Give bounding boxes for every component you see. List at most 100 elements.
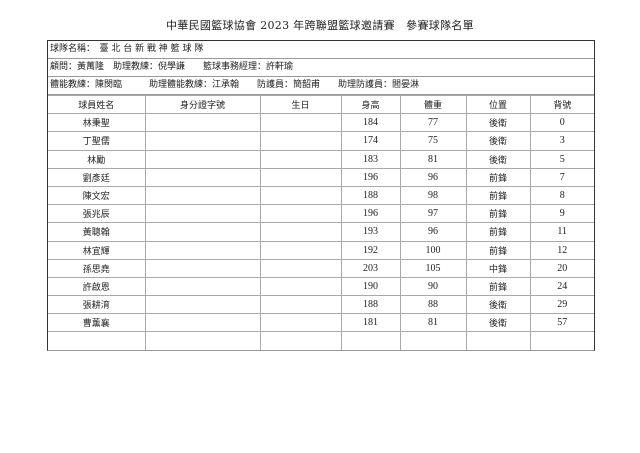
player-height: 188 — [340, 185, 401, 206]
player-birthday — [259, 295, 342, 315]
player-birthday — [259, 258, 342, 278]
player-position: 後衛 — [465, 313, 531, 333]
player-id — [144, 149, 261, 169]
player-weight: 81 — [399, 313, 467, 333]
player-name: 丁聖儒 — [48, 131, 146, 151]
player-weight: 98 — [399, 185, 467, 206]
player-name: 許啟恩 — [48, 276, 146, 297]
player-height: 174 — [340, 131, 401, 151]
player-height: 196 — [340, 167, 401, 187]
player-number: 29 — [529, 295, 594, 315]
header-position: 位置 — [465, 94, 531, 114]
player-weight: 97 — [399, 204, 467, 224]
table-row: 林秉聖 184 77 後衛 0 — [48, 113, 594, 133]
player-position: 前鋒 — [465, 222, 531, 242]
player-number: 8 — [529, 185, 594, 206]
header-weight: 體重 — [399, 94, 467, 114]
player-birthday — [259, 167, 342, 187]
player-height: 190 — [340, 276, 401, 297]
player-birthday — [259, 149, 342, 169]
header-height: 身高 — [340, 94, 401, 114]
player-birthday — [259, 113, 342, 133]
player-id — [144, 185, 261, 206]
player-name: 張耕淯 — [48, 295, 146, 315]
player-height: 184 — [340, 113, 401, 133]
player-id — [144, 313, 261, 333]
player-position: 後衛 — [465, 113, 531, 133]
roster-sheet: 球隊名稱： 臺 北 台 新 戰 神 籃 球 隊 顧問：黃萬隆 助理教練：倪學謙 … — [47, 40, 595, 351]
player-id — [144, 240, 261, 260]
player-id — [144, 222, 261, 242]
table-row: 孫思堯 203 105 中鋒 20 — [48, 258, 594, 278]
player-position: 中鋒 — [465, 258, 531, 278]
player-position: 後衛 — [465, 149, 531, 169]
player-id — [144, 276, 261, 297]
player-birthday — [259, 131, 342, 151]
player-weight: 81 — [399, 149, 467, 169]
table-row: 林勵 183 81 後衛 5 — [48, 149, 594, 169]
player-id — [144, 295, 261, 315]
table-row: 許啟恩 190 90 前鋒 24 — [48, 276, 594, 297]
player-birthday — [259, 240, 342, 260]
player-height: 188 — [340, 295, 401, 315]
table-row: 林宜輝 192 100 前鋒 12 — [48, 240, 594, 260]
player-number — [529, 331, 594, 350]
player-number: 12 — [529, 240, 594, 260]
table-row: 張耕淯 188 88 後衛 29 — [48, 295, 594, 315]
player-position: 前鋒 — [465, 167, 531, 187]
team-name: 球隊名稱： 臺 北 台 新 戰 神 籃 球 隊 — [48, 41, 594, 59]
player-number: 7 — [529, 167, 594, 187]
player-birthday — [259, 276, 342, 297]
player-height: 196 — [340, 204, 401, 224]
player-position — [465, 331, 531, 350]
player-position: 前鋒 — [465, 185, 531, 206]
player-number: 0 — [529, 113, 594, 133]
player-weight: 96 — [399, 222, 467, 242]
player-height: 183 — [340, 149, 401, 169]
player-name: 張兆辰 — [48, 204, 146, 224]
player-number: 3 — [529, 131, 594, 151]
player-number: 9 — [529, 204, 594, 224]
table-row: 黃聰翰 193 96 前鋒 11 — [48, 222, 594, 242]
table-row: 曹薰襄 181 81 後衛 57 — [48, 313, 594, 333]
player-weight: 88 — [399, 295, 467, 315]
roster-table: 球員姓名 身分證字號 生日 身高 體重 位置 背號 林秉聖 184 77 後衛 0 丁聖儒 174 75 後… — [48, 94, 594, 350]
player-id — [144, 204, 261, 224]
player-position: 後衛 — [465, 295, 531, 315]
player-number: 57 — [529, 313, 594, 333]
header-id: 身分證字號 — [144, 94, 261, 114]
player-number: 11 — [529, 222, 594, 242]
player-name: 陳文宏 — [48, 185, 146, 206]
player-id — [144, 331, 261, 350]
table-row — [48, 331, 594, 350]
player-position: 前鋒 — [465, 240, 531, 260]
player-name: 曹薰襄 — [48, 313, 146, 333]
header-name: 球員姓名 — [48, 94, 146, 114]
document-title: 中華民國籃球協會 2023 年跨聯盟籃球邀請賽 參賽球隊名單 — [166, 19, 474, 32]
player-name: 林勵 — [48, 149, 146, 169]
player-weight: 90 — [399, 276, 467, 297]
player-height — [340, 331, 401, 350]
player-name: 劉彥廷 — [48, 167, 146, 187]
player-id — [144, 167, 261, 187]
table-row: 丁聖儒 174 75 後衛 3 — [48, 131, 594, 151]
table-row: 劉彥廷 196 96 前鋒 7 — [48, 167, 594, 187]
player-position: 後衛 — [465, 131, 531, 151]
player-birthday — [259, 185, 342, 206]
player-position: 前鋒 — [465, 276, 531, 297]
player-height: 193 — [340, 222, 401, 242]
player-name — [48, 331, 146, 350]
player-height: 192 — [340, 240, 401, 260]
player-birthday — [259, 313, 342, 333]
player-name: 林秉聖 — [48, 113, 146, 133]
player-name: 孫思堯 — [48, 258, 146, 278]
player-name: 黃聰翰 — [48, 222, 146, 242]
staff-line-1: 顧問：黃萬隆 助理教練：倪學謙 籃球事務經理：許軒瑜 — [48, 59, 594, 77]
player-number: 24 — [529, 276, 594, 297]
player-birthday — [259, 222, 342, 242]
player-position: 前鋒 — [465, 204, 531, 224]
header-number: 背號 — [529, 94, 594, 114]
player-weight: 96 — [399, 167, 467, 187]
player-weight — [399, 331, 467, 350]
player-weight: 100 — [399, 240, 467, 260]
